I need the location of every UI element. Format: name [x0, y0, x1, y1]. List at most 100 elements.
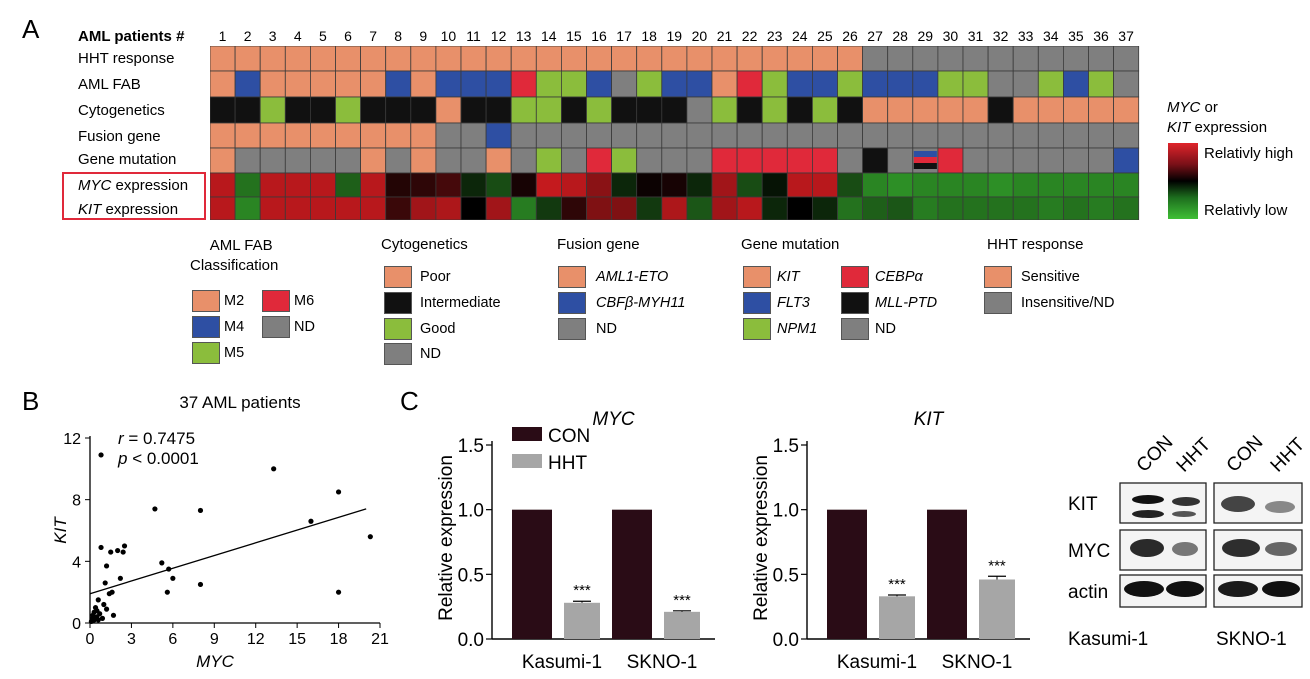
- x-tick-label: 21: [371, 631, 389, 648]
- heatmap-cell: [761, 122, 788, 149]
- expression-cell: [210, 196, 236, 220]
- heatmap-cell: [887, 46, 914, 72]
- blot-band: [1132, 510, 1164, 518]
- heatmap-cell: [636, 147, 663, 174]
- scatter-point: [120, 549, 126, 555]
- legend-fusion-cbfb: CBFβ-MYH11: [596, 295, 686, 311]
- expression-cell: [535, 196, 562, 220]
- scatter-title: 37 AML patients: [179, 393, 300, 412]
- heatmap-cell: [510, 147, 537, 174]
- legend-cyto-title: Cytogenetics: [381, 236, 468, 253]
- patient-number: 26: [842, 28, 858, 44]
- heatmap-cell: [786, 122, 813, 149]
- scatter-point: [97, 611, 103, 617]
- legend-label-hht: HHT: [548, 453, 587, 474]
- heatmap-cell: [385, 147, 412, 174]
- scatter-point: [308, 518, 314, 524]
- heatmap-cell: [1012, 70, 1039, 98]
- heatmap-cell: [410, 46, 437, 72]
- legend-mut-npm1: NPM1: [777, 321, 818, 337]
- heatmap-cell: [862, 46, 889, 72]
- legend-fab-m2: M2: [224, 293, 245, 309]
- heatmap-cell: [410, 122, 437, 149]
- expression-cell: [360, 196, 387, 220]
- heatmap-cell: [987, 122, 1014, 149]
- heatmap-cell: [987, 70, 1014, 98]
- patient-number: 37: [1118, 28, 1134, 44]
- heatmap-cell: [736, 147, 763, 174]
- scatter-point: [115, 547, 121, 554]
- heatmap-cell: [711, 70, 738, 98]
- y-tick-label: 0.5: [458, 565, 484, 586]
- heatmap-cell: [535, 96, 562, 124]
- legend-mut-nd: ND: [875, 321, 896, 337]
- scatter-point: [197, 581, 204, 588]
- heatmap-cell: [862, 96, 889, 124]
- expression-cell: [962, 196, 989, 220]
- correlation-r: r = 0.7475: [118, 429, 195, 448]
- heatmap-cell: [360, 46, 387, 72]
- heatmap-cell: [385, 46, 412, 72]
- patient-number: 16: [591, 28, 607, 44]
- heatmap-cell: [310, 96, 336, 124]
- category-label: Kasumi-1: [522, 652, 602, 673]
- heatmap-cell: [435, 147, 462, 174]
- expression-cell: [912, 196, 939, 220]
- significance-mark: ***: [573, 582, 591, 599]
- heatmap-cell: [887, 96, 914, 124]
- blot-row-label: KIT: [1068, 494, 1098, 515]
- scatter-point: [103, 563, 110, 569]
- heatmap-cell: [962, 96, 989, 124]
- heatmap-cell: [837, 147, 864, 174]
- expression-cell: [1012, 172, 1039, 198]
- category-label: SKNO-1: [627, 652, 698, 673]
- heatmap-cell: [435, 96, 462, 124]
- y-tick-label: 1.0: [458, 501, 484, 522]
- expression-cell: [234, 196, 261, 220]
- expression-cell: [1063, 196, 1089, 220]
- heatmap-cell: [586, 122, 613, 149]
- legend-mut-kit-swatch: [743, 266, 771, 288]
- legend-fusion-nd-swatch: [558, 318, 586, 340]
- legend-fusion-title: Fusion gene: [557, 236, 640, 253]
- heatmap-cell: [535, 122, 562, 149]
- scale-high-label: Relativly high: [1204, 145, 1294, 162]
- heatmap-cell: [586, 70, 613, 98]
- scatter-point: [117, 575, 123, 581]
- expression-cell: [661, 196, 688, 220]
- patient-number: 11: [466, 28, 481, 44]
- expression-cell: [862, 172, 889, 198]
- patient-number: 30: [942, 28, 959, 44]
- expression-cell: [410, 172, 437, 198]
- patient-number: 27: [867, 28, 883, 44]
- heatmap-cell: [560, 96, 587, 124]
- legend-cyto-good: Good: [420, 321, 456, 337]
- legend-cyto-nd-swatch: [384, 343, 412, 365]
- heatmap-cell: [636, 96, 663, 124]
- row-label-cyto: Cytogenetics: [78, 102, 165, 119]
- expression-cell: [310, 196, 336, 220]
- expression-cell: [686, 196, 713, 220]
- expression-cell: [1037, 172, 1064, 198]
- heatmap-cell: [310, 122, 336, 149]
- heatmap-cell: [1088, 96, 1115, 124]
- expression-cell: [912, 172, 939, 198]
- heatmap-cell: [560, 147, 587, 174]
- expression-cell: [636, 196, 663, 220]
- heatmap-cell: [510, 122, 537, 149]
- patient-number: 35: [1068, 28, 1084, 44]
- expression-cell: [837, 196, 864, 220]
- heatmap-cell: [560, 70, 587, 98]
- heatmap-cell: [812, 147, 838, 174]
- expression-cell: [1088, 196, 1115, 220]
- scale-low-label: Relativly low: [1204, 202, 1288, 219]
- y-axis-label: Relative expression: [436, 455, 457, 621]
- blot-band: [1124, 581, 1164, 597]
- heatmap-cell: [460, 147, 487, 174]
- row-label-kit: KIT expression: [78, 201, 179, 218]
- heatmap-cell: [510, 96, 537, 124]
- significance-mark: ***: [988, 557, 1006, 574]
- expression-cell: [736, 172, 763, 198]
- bar-con: [512, 509, 552, 639]
- expression-cell: [1113, 172, 1140, 198]
